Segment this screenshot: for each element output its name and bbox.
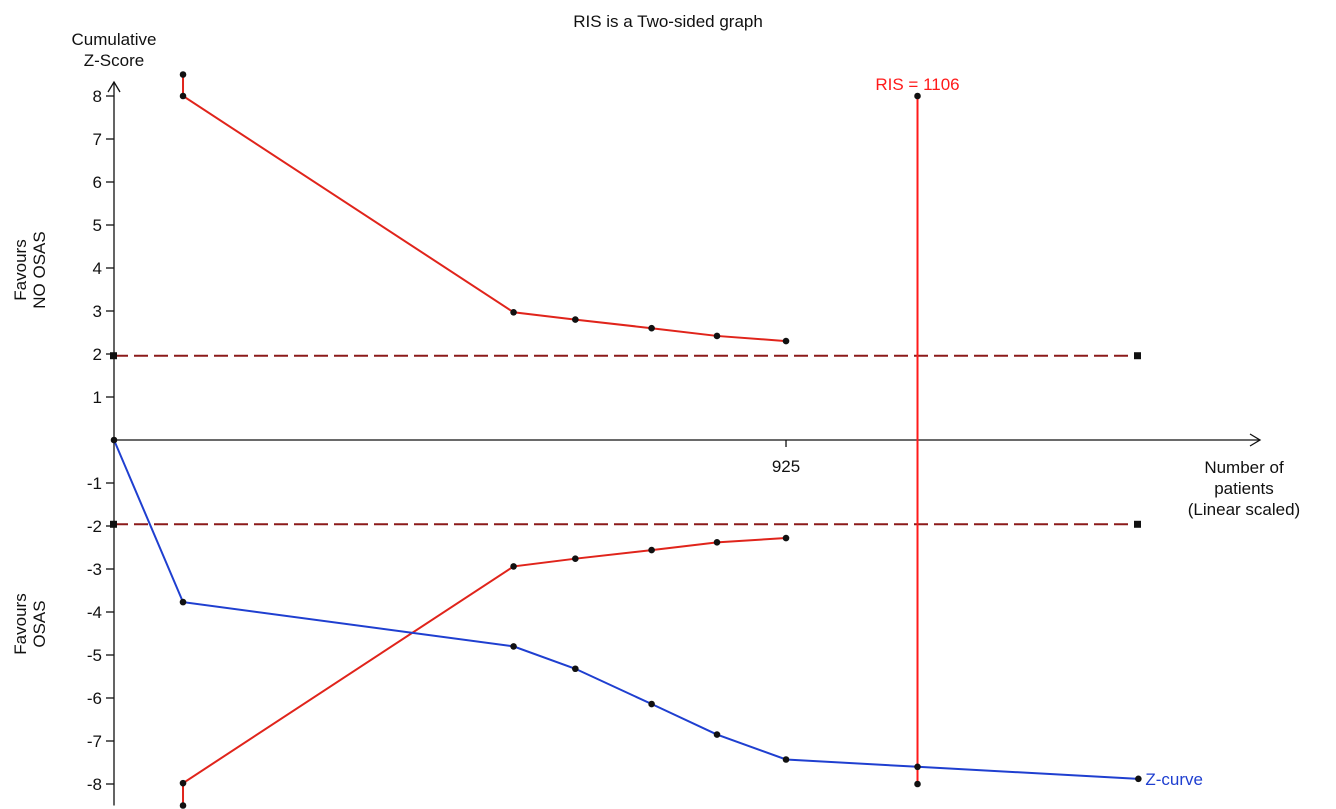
boundary-point bbox=[648, 546, 655, 554]
z-curve-point bbox=[648, 700, 655, 708]
y-tick-label: -8 bbox=[87, 775, 102, 794]
y-tick-label: -2 bbox=[87, 517, 102, 536]
y-tick-label: -1 bbox=[87, 474, 102, 493]
x-axis-title-line: Number of bbox=[1204, 458, 1284, 477]
boundary-point bbox=[572, 555, 579, 562]
favours-no-osas-label: Favours NO OSAS bbox=[11, 231, 49, 308]
z-curve-point bbox=[572, 665, 579, 673]
y-tick-label: 2 bbox=[93, 345, 102, 364]
y-tick-label: 7 bbox=[93, 130, 102, 149]
boundary-point bbox=[179, 92, 187, 100]
z-curve-point bbox=[1135, 775, 1142, 783]
favours-label-group: Favours OSAS bbox=[11, 593, 49, 654]
monitoring-boundary-upper_monitoring bbox=[182, 74, 787, 343]
x-axis-title-line: (Linear scaled) bbox=[1188, 500, 1300, 519]
favours-label-line: Favours bbox=[11, 593, 30, 654]
boundary-point bbox=[179, 802, 187, 809]
ris-label: RIS = 1106 bbox=[875, 75, 959, 94]
boundary-point bbox=[782, 534, 790, 542]
favours-osas-label: Favours OSAS bbox=[11, 593, 49, 654]
x-tick-label: 925 bbox=[772, 457, 800, 476]
boundary-point bbox=[179, 71, 187, 78]
conventional-boundary-end-start bbox=[110, 352, 117, 360]
x-axis-title: Number of patients (Linear scaled) bbox=[1188, 458, 1300, 519]
z-curve-point bbox=[782, 756, 790, 763]
y-axis-title-line: Cumulative bbox=[71, 30, 156, 49]
y-axis-arrow bbox=[107, 80, 121, 93]
y-tick-label: 5 bbox=[93, 216, 102, 235]
axes bbox=[107, 80, 1262, 806]
ris-bottom-point bbox=[914, 780, 921, 788]
favours-label-line: OSAS bbox=[30, 600, 49, 647]
z-curve: Z-curve bbox=[110, 436, 1203, 789]
y-tick-label: 4 bbox=[93, 259, 102, 278]
favours-label-group: Favours NO OSAS bbox=[11, 231, 49, 308]
z-curve-point bbox=[110, 436, 118, 444]
conventional-boundary-end bbox=[1134, 352, 1141, 360]
y-tick-label: -4 bbox=[87, 603, 102, 622]
z-curve-point bbox=[914, 763, 921, 771]
z-curve-legend-label: Z-curve bbox=[1145, 770, 1203, 789]
y-tick-label: -5 bbox=[87, 646, 102, 665]
y-ticks: 8 7 6 5 4 3 2 1 -1 -2 -3 -4 -5 -6 -7 -8 bbox=[87, 87, 114, 794]
ris-line: RIS = 1106 bbox=[875, 75, 960, 788]
favours-label-line: Favours bbox=[11, 239, 30, 300]
ris-top-point bbox=[914, 92, 921, 100]
conventional-boundary-end-start bbox=[110, 520, 117, 528]
monitoring-boundary-lower_monitoring bbox=[182, 537, 787, 806]
boundary-point bbox=[713, 332, 721, 340]
y-tick-label: 3 bbox=[93, 302, 102, 321]
boundary-point bbox=[510, 563, 517, 570]
z-curve-point bbox=[179, 598, 187, 606]
y-tick-label: -3 bbox=[87, 560, 102, 579]
y-tick-label: 1 bbox=[93, 388, 102, 407]
favours-label-line: NO OSAS bbox=[30, 231, 49, 308]
x-axis-title-line: patients bbox=[1214, 479, 1274, 498]
y-tick-label: -7 bbox=[87, 732, 102, 751]
monitoring-boundaries bbox=[179, 71, 790, 809]
boundary-point bbox=[510, 308, 517, 316]
y-tick-label: 6 bbox=[93, 173, 102, 192]
boundary-point bbox=[179, 779, 187, 787]
y-axis-title: Cumulative Z-Score bbox=[71, 30, 156, 70]
y-axis-title-line: Z-Score bbox=[84, 51, 144, 70]
boundary-point bbox=[572, 316, 579, 323]
z-curve-point bbox=[510, 643, 517, 650]
chart-title: RIS is a Two-sided graph bbox=[573, 12, 763, 31]
boundary-point bbox=[713, 539, 721, 546]
x-ticks: 925 bbox=[772, 440, 800, 476]
y-tick-label: -6 bbox=[87, 689, 102, 708]
x-axis-arrow bbox=[1249, 433, 1262, 447]
y-tick-label: 8 bbox=[93, 87, 102, 106]
boundary-point bbox=[782, 337, 790, 345]
conventional-boundary-end bbox=[1134, 520, 1141, 528]
z-curve-point bbox=[713, 731, 721, 738]
boundary-point bbox=[648, 324, 655, 332]
conventional-boundaries bbox=[110, 352, 1141, 528]
